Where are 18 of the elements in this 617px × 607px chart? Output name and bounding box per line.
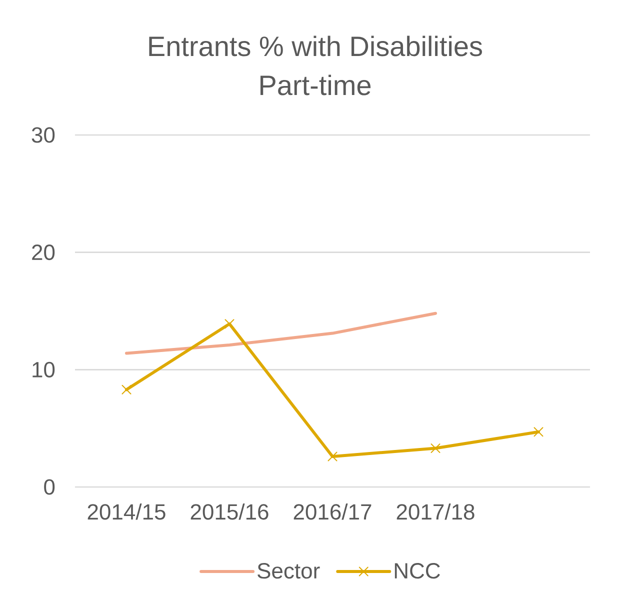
- legend-label: Sector: [258, 563, 320, 579]
- point: [328, 452, 338, 462]
- point: [534, 427, 544, 437]
- x-tick-label: 2016/17: [294, 504, 372, 520]
- point: [122, 384, 132, 394]
- y-tick-label: 10: [32, 362, 55, 378]
- x-tick-label: 2017/18: [396, 504, 474, 520]
- x-tick-label: 2015/16: [190, 504, 268, 520]
- point: [224, 319, 234, 329]
- point: [430, 444, 440, 454]
- chart-title: Entrants % with Disabilities: [149, 36, 482, 56]
- y-tick-label: 30: [32, 127, 55, 143]
- line-series: [125, 312, 438, 355]
- y-tick-label: 20: [32, 244, 55, 260]
- legend-label: NCC: [394, 563, 440, 579]
- y-tick-label: 0: [44, 479, 55, 495]
- x-tick-label: 2014/15: [88, 504, 166, 520]
- chart-subtitle: Part-time: [260, 74, 371, 96]
